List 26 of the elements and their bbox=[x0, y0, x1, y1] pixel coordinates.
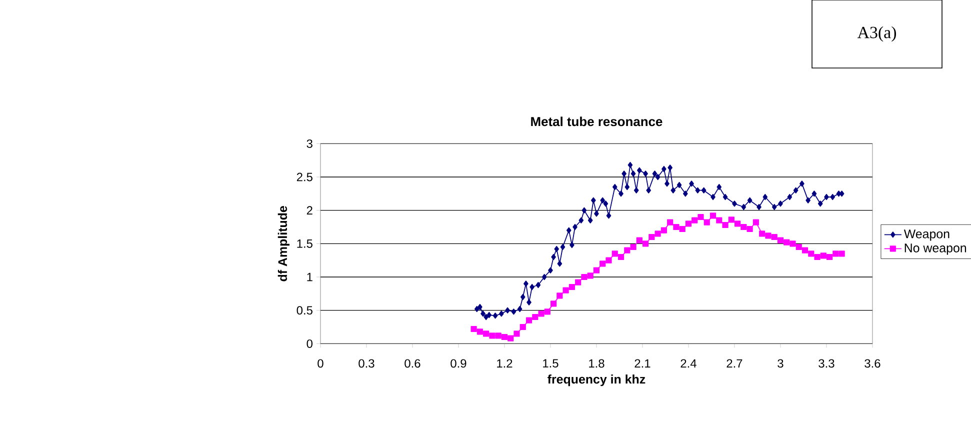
x-tick-label: 3.3 bbox=[818, 359, 834, 368]
y-tick-label: 2 bbox=[306, 206, 312, 215]
x-tick-label: 3.6 bbox=[864, 359, 880, 368]
y-tick-label: 3 bbox=[306, 139, 312, 148]
x-axis-title: frequency in khz bbox=[548, 374, 646, 386]
x-tick-label: 2.7 bbox=[726, 359, 742, 368]
y-tick-label: 2.5 bbox=[296, 172, 312, 182]
y-axis-title: df Amplitude bbox=[278, 206, 290, 282]
x-tick-label: 0.3 bbox=[358, 359, 374, 368]
x-tick-label: 3 bbox=[778, 359, 784, 368]
x-tick-label: 1.2 bbox=[497, 359, 512, 368]
text: A3(a) bbox=[857, 26, 896, 42]
x-tick-label: 2.1 bbox=[634, 359, 650, 368]
x-tick-label: 1.8 bbox=[589, 359, 604, 368]
x-tick-label: 1.5 bbox=[543, 359, 558, 368]
x-tick-label: 0.6 bbox=[404, 359, 420, 368]
chart-title: Metal tube resonance bbox=[531, 116, 662, 126]
x-tick-label: 0 bbox=[318, 359, 324, 368]
y-tick-label: 0 bbox=[306, 339, 312, 348]
y-tick-label: 0.5 bbox=[296, 306, 312, 315]
legend-label: Weapon bbox=[904, 230, 950, 241]
x-tick-label: 0.9 bbox=[450, 359, 466, 368]
legend-label: No weapon bbox=[904, 244, 966, 255]
y-tick-label: 1 bbox=[307, 272, 312, 282]
y-tick-label: 1.5 bbox=[297, 240, 312, 248]
x-tick-label: 2.4 bbox=[680, 359, 696, 368]
